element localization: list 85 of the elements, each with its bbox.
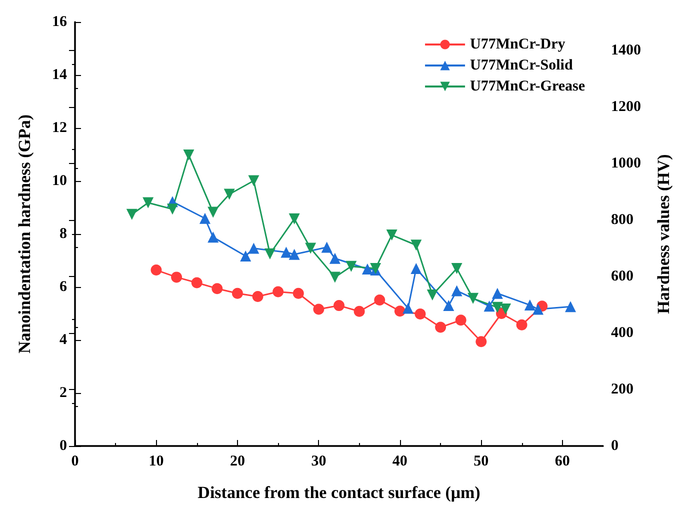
- point: [346, 260, 357, 272]
- y-tick-label: 6: [60, 279, 68, 295]
- point: [248, 175, 260, 186]
- y-tick-label: 8: [60, 226, 67, 242]
- point: [232, 288, 243, 299]
- point: [410, 240, 422, 251]
- point: [208, 232, 219, 243]
- y-tick-label: 12: [52, 120, 67, 136]
- point: [288, 248, 300, 260]
- y-tick-label: 14: [52, 67, 68, 83]
- point: [374, 294, 386, 306]
- point: [532, 304, 544, 315]
- y2-tick-label: 800: [611, 212, 634, 228]
- point: [272, 286, 284, 298]
- point: [410, 262, 422, 274]
- y-tick-label: 0: [60, 438, 67, 454]
- point: [305, 242, 316, 254]
- point: [248, 242, 260, 254]
- point: [292, 288, 304, 299]
- y-axis-title: Nanoindentation hardness (GPa): [15, 114, 34, 354]
- point: [565, 301, 576, 312]
- point: [500, 303, 512, 314]
- point: [240, 250, 252, 262]
- point: [264, 248, 276, 260]
- x-tick-label: 0: [71, 454, 79, 470]
- y-tick-label: 10: [52, 173, 67, 189]
- point: [224, 188, 235, 200]
- y-tick-label: 16: [52, 14, 68, 30]
- point: [492, 302, 503, 313]
- point: [288, 213, 300, 224]
- y2-axis-title: Hardness values (HV): [654, 154, 673, 314]
- y2-tick-label: 400: [611, 324, 634, 341]
- point: [386, 230, 398, 241]
- legend-label: U77MnCr-Solid: [470, 58, 574, 74]
- point: [354, 306, 365, 317]
- x-tick-label: 40: [392, 454, 408, 470]
- y2-tick-label: 0: [611, 438, 618, 454]
- x-tick-label: 50: [474, 454, 489, 470]
- point: [468, 292, 479, 304]
- point: [212, 283, 223, 294]
- point: [191, 277, 202, 288]
- point: [435, 322, 446, 333]
- y2-tick-label: 200: [611, 381, 634, 398]
- point: [516, 319, 528, 330]
- point: [171, 272, 182, 283]
- y2-tick-label: 1400: [611, 42, 641, 58]
- x-axis-title: Distance from the contact surface (μm): [198, 483, 480, 502]
- point: [321, 242, 332, 253]
- x-tick-label: 30: [311, 454, 326, 470]
- point: [313, 304, 324, 315]
- point: [362, 263, 373, 274]
- y-tick-label: 4: [60, 332, 68, 348]
- point: [394, 306, 406, 317]
- point: [280, 246, 292, 258]
- y2-tick-label: 600: [611, 268, 634, 284]
- point: [451, 262, 462, 274]
- point: [476, 336, 487, 348]
- y2-tick-label: 1000: [611, 155, 641, 172]
- point: [451, 285, 462, 296]
- point: [426, 289, 438, 300]
- point: [142, 197, 154, 208]
- point: [492, 288, 503, 299]
- point: [402, 302, 414, 314]
- point: [150, 264, 162, 276]
- legend-label: U77MnCr-Dry: [470, 36, 566, 52]
- y2-tick-label: 1200: [611, 98, 641, 115]
- y-tick-label: 2: [60, 385, 67, 401]
- x-tick-label: 60: [554, 454, 570, 470]
- point: [414, 308, 426, 320]
- point: [329, 252, 340, 264]
- point: [199, 212, 210, 224]
- point: [443, 300, 454, 312]
- point: [183, 150, 194, 161]
- x-tick-label: 10: [148, 454, 164, 470]
- point: [455, 314, 466, 326]
- point: [166, 204, 178, 215]
- point: [334, 300, 344, 312]
- point: [329, 272, 340, 283]
- point: [484, 300, 495, 312]
- point: [252, 291, 264, 302]
- x-tick-label: 20: [230, 454, 245, 470]
- point: [208, 206, 219, 218]
- legend-label: U77MnCr-Grease: [470, 78, 586, 94]
- point: [126, 208, 138, 220]
- point: [524, 300, 536, 311]
